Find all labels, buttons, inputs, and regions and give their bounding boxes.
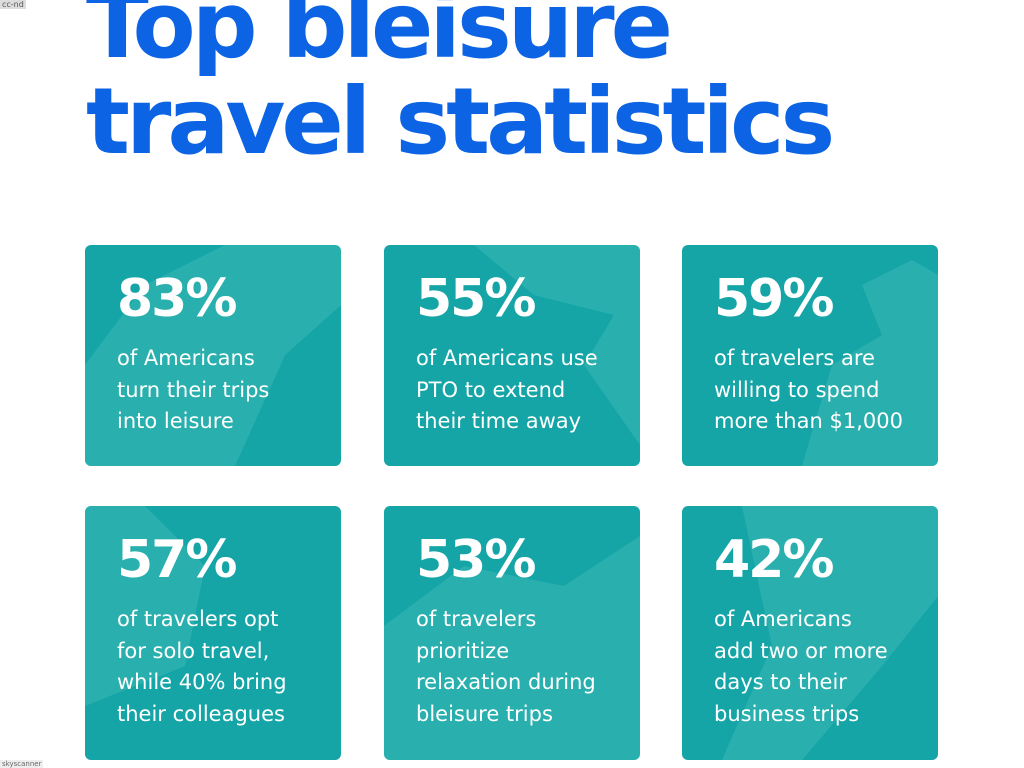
stat-value: 53% [416,530,536,590]
map-shape [384,536,640,760]
description-line: of Americans use [416,346,598,370]
stat-description: of Americans turn their trips into leisure [117,343,269,438]
description-line: of travelers [416,607,537,631]
map-shape [85,506,205,706]
title-line: Top bleisure [86,0,673,79]
description-line: bleisure trips [416,701,553,726]
description-line: more than $1,000 [714,409,903,433]
map-shape [722,506,938,760]
description-line: for solo travel, [117,638,270,663]
description-line: relaxation during [416,670,596,694]
badge: cc-nd [0,0,26,9]
stat-description: of travelers opt for solo travel, while 40… [117,604,287,730]
description-line: willing to spend [714,377,880,402]
stat-value: 59% [714,269,834,329]
map-region [722,506,938,760]
stat-description: of travelers prioritize relaxation during b… [416,604,596,730]
description-line: of Americans [714,607,852,631]
description-line: PTO to extend [416,377,566,402]
description-line: of travelers opt [117,607,279,631]
map-region [85,506,205,706]
map-region [85,245,341,466]
title: Top bleisure travel statistics [86,0,835,175]
description-line: add two or more [714,638,888,663]
stat-value: 55% [416,269,536,329]
stat-description: of Americans use PTO to extend their time … [416,343,598,438]
stat-card: 59% of travelers are willing to spend more … [682,245,938,466]
stat-description: of Americans add two or more days to their… [714,604,888,730]
stat-value: 83% [117,269,237,329]
map-shape [474,245,640,445]
stat-card: 42% of Americans add two or more days to th… [682,506,938,760]
stat-card: 83% of Americans turn their trips into leis… [85,245,341,466]
description-line: while 40% bring [117,670,287,694]
stat-card: 57% of travelers opt for solo travel, while… [85,506,341,760]
map-shape [85,245,341,466]
credit: skyscanner [0,760,44,768]
description-line: into leisure [117,409,234,433]
description-line: of Americans [117,346,255,370]
description-line: days to their [714,670,847,694]
map-region [802,260,938,466]
map-region [384,536,640,760]
description-line: of travelers are [714,346,875,370]
description-line: turn their trips [117,377,270,402]
stat-value: 42% [714,530,834,590]
map-region [474,245,640,445]
description-line: business trips [714,701,860,726]
stat-card: 55% of Americans use PTO to extend their ti… [384,245,640,466]
stat-value: 57% [117,530,237,590]
description-line: prioritize [416,638,510,663]
description-line: their time away [416,409,582,433]
title-line: travel statistics [86,68,835,175]
stat-card: 53% of travelers prioritize relaxation duri… [384,506,640,760]
stat-description: of travelers are willing to spend more tha… [714,343,903,438]
map-shape [802,260,938,466]
description-line: their colleagues [117,701,285,726]
